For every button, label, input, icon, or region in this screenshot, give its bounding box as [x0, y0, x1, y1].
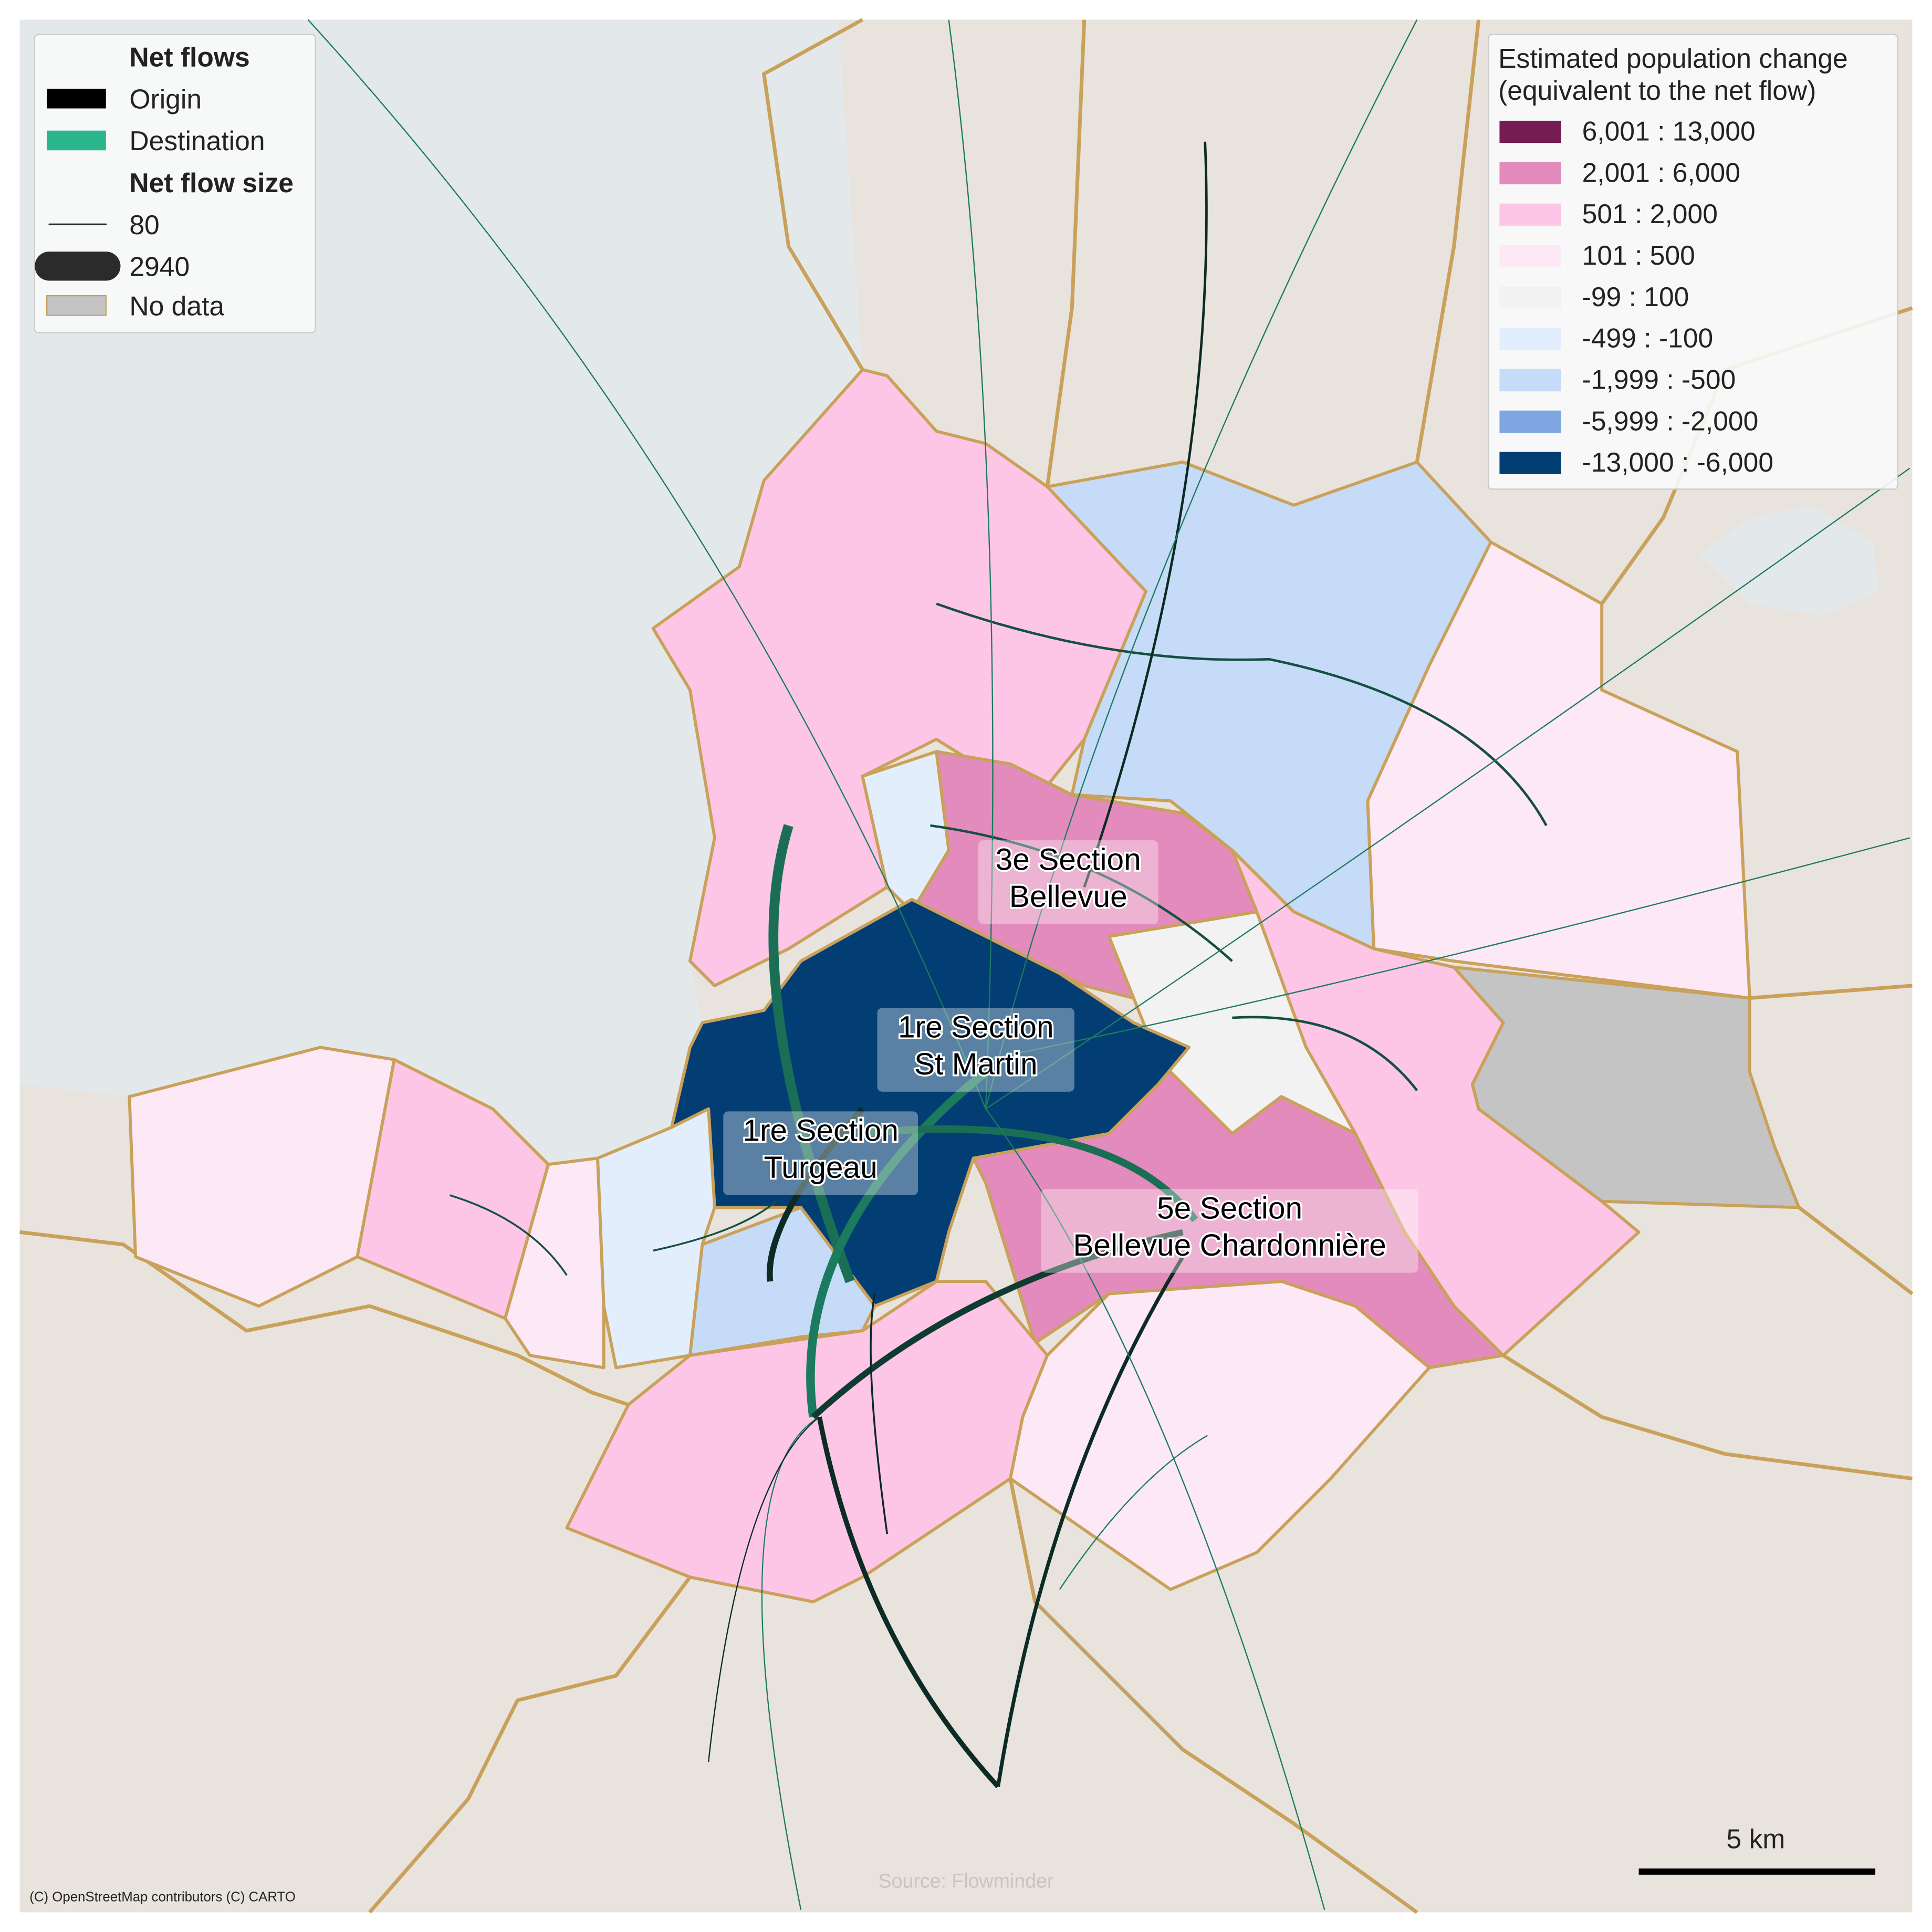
legend-label: -1,999 : -500 [1582, 364, 1736, 394]
legend-swatch [46, 295, 107, 316]
source: Source: Flowminder [879, 1870, 1054, 1892]
place-label: Turgeau [764, 1151, 878, 1185]
admin-borders [19, 18, 1914, 1914]
legend-label: 2940 [129, 252, 190, 282]
legend-label: 501 : 2,000 [1582, 199, 1718, 229]
place-label: Bellevue [1009, 880, 1127, 914]
legend-label: 80 [129, 210, 159, 240]
legend-change: Estimated population change (equivalent … [1488, 34, 1898, 490]
legend-label: Origin [129, 83, 202, 114]
legend-swatch [1499, 162, 1561, 185]
legend-swatch [47, 88, 106, 109]
label-box [978, 840, 1158, 924]
legend-label: 6,001 : 13,000 [1582, 116, 1756, 146]
legend-label: -99 : 100 [1582, 281, 1689, 312]
legend-box [1488, 34, 1898, 490]
legend-title: Net flow size [129, 168, 294, 198]
lake [1700, 505, 1879, 617]
regions [128, 368, 1801, 1604]
label-box [723, 1111, 918, 1195]
legend-swatch [47, 130, 106, 151]
legend-label: -13,000 : -6,000 [1582, 447, 1773, 477]
label-box [1041, 1189, 1418, 1273]
place-label: 1re Section [743, 1114, 899, 1148]
legend-swatch [1499, 203, 1561, 226]
place-label: 5e Section [1157, 1191, 1302, 1225]
place-label: 1re Section [898, 1010, 1054, 1045]
legend-swatch [1499, 410, 1561, 433]
legend-flows: Net flows Origin Destination Net flow si… [34, 34, 316, 333]
legend-label: Destination [129, 126, 265, 156]
place-label: 3e Section [996, 842, 1141, 876]
flows [307, 19, 1910, 1910]
scale-label: 5 km [1727, 1823, 1785, 1854]
legend-swatch [1499, 286, 1561, 309]
legend-title: (equivalent to the net flow) [1498, 75, 1816, 106]
legend-swatch [1499, 452, 1561, 474]
legend-label: -499 : -100 [1582, 323, 1714, 353]
legend-swatch [1499, 328, 1561, 350]
legend-swatch [1499, 120, 1561, 143]
place-label: St Martin [914, 1047, 1038, 1081]
attribution: (C) OpenStreetMap contributors (C) CARTO [29, 1889, 296, 1904]
legend-label: 101 : 500 [1582, 240, 1695, 270]
legend-title: Net flows [129, 42, 249, 72]
label-box [877, 1008, 1074, 1092]
legend-label: -5,999 : -2,000 [1582, 405, 1759, 436]
legend-label: 2,001 : 6,000 [1582, 157, 1740, 187]
legend-swatch [1499, 245, 1561, 267]
legend-label: No data [129, 291, 224, 321]
legend-swatch [1499, 369, 1561, 392]
place-label: Bellevue Chardonnière [1073, 1228, 1386, 1262]
legend-title: Estimated population change [1498, 43, 1848, 74]
